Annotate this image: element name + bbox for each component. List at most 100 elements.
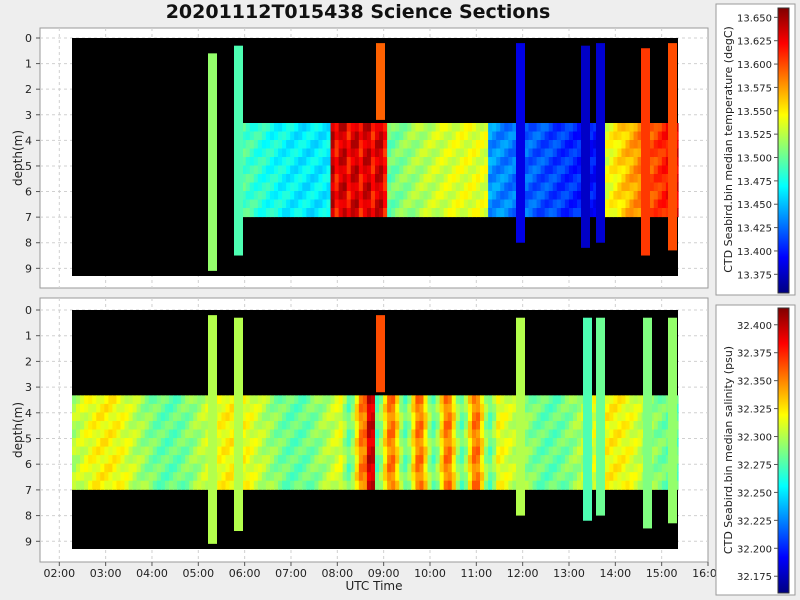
heatmap-cell [128, 472, 134, 482]
heatmap-cell [463, 208, 469, 218]
heatmap-cell [637, 165, 643, 175]
heatmap-cell [362, 463, 368, 473]
heatmap-cell [257, 140, 263, 150]
heatmap-cell [423, 438, 429, 448]
heatmap-cell [322, 123, 328, 133]
heatmap-cell [661, 438, 667, 448]
heatmap-cell [459, 148, 465, 158]
heatmap-cell [387, 131, 392, 141]
heatmap-cell [435, 480, 441, 490]
heatmap-cell [282, 123, 287, 133]
heatmap-cell [217, 438, 223, 448]
heatmap-cell [88, 395, 93, 405]
heatmap-cell [370, 463, 376, 473]
heatmap-cell [629, 395, 635, 405]
heatmap-cell [496, 446, 501, 456]
y-tick-label: 3 [25, 109, 32, 122]
heatmap-cell [403, 191, 408, 201]
heatmap-cell [492, 182, 497, 192]
heatmap-cell [310, 395, 315, 405]
heatmap-cell [100, 455, 105, 465]
heatmap-cell [383, 412, 388, 422]
heatmap-cell [484, 395, 489, 405]
heatmap-cell [391, 472, 396, 482]
heatmap-cell [613, 123, 618, 133]
colorbar-gradient [777, 7, 790, 294]
heatmap-cell [500, 174, 505, 184]
heatmap-cell [480, 480, 485, 490]
heatmap-cell [512, 438, 517, 448]
x-tick-label: 08:00 [321, 567, 353, 580]
heatmap-cell [124, 412, 130, 422]
heatmap-cell [564, 429, 570, 439]
heatmap-cell [544, 403, 550, 414]
heatmap-cell [568, 438, 574, 448]
heatmap-cell [290, 157, 295, 167]
heatmap-cell [431, 182, 437, 192]
heatmap-cell [290, 191, 295, 201]
heatmap-cell [241, 174, 247, 184]
heatmap-cell [298, 403, 303, 414]
heatmap-cell [621, 463, 627, 473]
heatmap-cell [326, 472, 332, 482]
heatmap-cell [617, 472, 623, 482]
heatmap-cell [447, 463, 453, 473]
heatmap-cell [625, 174, 631, 184]
heatmap-cell [661, 165, 667, 175]
heatmap-cell [366, 472, 372, 482]
heatmap-cell [552, 420, 558, 431]
heatmap-cell [245, 182, 251, 192]
heatmap-cell [548, 472, 554, 482]
heatmap-cell [164, 395, 170, 405]
heatmap-cell [564, 395, 570, 405]
heatmap-cell [492, 140, 497, 150]
heatmap-cell [318, 403, 324, 414]
heatmap-cell [625, 480, 631, 490]
heatmap-cell [629, 165, 635, 175]
heatmap-cell [302, 472, 307, 482]
heatmap-cell [338, 199, 344, 209]
heatmap-cell [568, 412, 574, 422]
heatmap-cell [593, 191, 598, 201]
heatmap-cell [326, 157, 332, 167]
heatmap-cell [564, 191, 570, 201]
heatmap-cell [391, 199, 396, 209]
heatmap-cell [577, 472, 582, 482]
heatmap-cell [338, 429, 344, 439]
heatmap-cell [661, 395, 667, 405]
heatmap-cell [443, 472, 449, 482]
heatmap-cell [455, 455, 461, 465]
heatmap-cell [564, 182, 570, 192]
heatmap-cell [314, 165, 320, 175]
heatmap-cell [455, 472, 461, 482]
heatmap-cell [532, 446, 538, 456]
heatmap-cell [476, 420, 481, 431]
heatmap-cell [96, 438, 101, 448]
heatmap-cell [72, 420, 77, 431]
heatmap-cell [407, 395, 412, 405]
heatmap-cell [379, 438, 384, 448]
heatmap-cell [225, 446, 231, 456]
heatmap-cell [350, 131, 356, 141]
heatmap-cell [116, 472, 122, 482]
heatmap-cell [488, 463, 493, 473]
heatmap-cell [637, 472, 643, 482]
heatmap-cell [572, 131, 578, 141]
heatmap-cell [370, 472, 376, 482]
heatmap-cell [524, 429, 530, 439]
heatmap-cell [342, 463, 348, 473]
heatmap-cell [548, 140, 554, 150]
heatmap-cell [625, 446, 631, 456]
heatmap-cell [366, 480, 372, 490]
heatmap-cell [391, 182, 396, 192]
heatmap-cell [274, 480, 279, 490]
heatmap-cell [318, 420, 324, 431]
heatmap-cell [471, 174, 477, 184]
heatmap-cell [568, 395, 574, 405]
heatmap-cell [524, 157, 530, 167]
heatmap-cell [415, 455, 421, 465]
heatmap-cell [358, 412, 364, 422]
heatmap-cell [613, 182, 618, 192]
heatmap-cell [100, 420, 105, 431]
heatmap-cell [181, 472, 186, 482]
